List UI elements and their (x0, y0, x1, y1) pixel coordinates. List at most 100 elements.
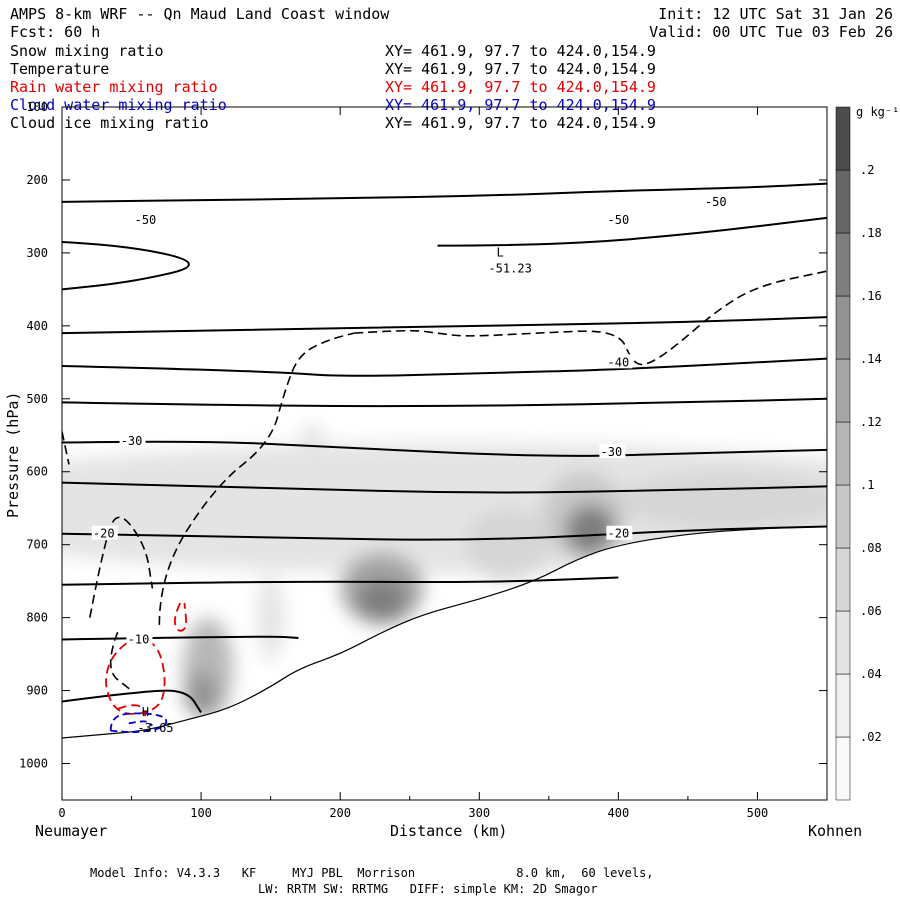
snow-shade-blob (256, 573, 285, 662)
field-xy: XY= 461.9, 97.7 to 424.0,154.9 (385, 96, 656, 114)
y-tick-label: 400 (26, 319, 48, 333)
isotherm-line (62, 397, 827, 408)
forecast-hour: Fcst: 60 h (10, 23, 100, 41)
rain-water-contour (173, 602, 187, 632)
extremum-value: -51.23 (488, 262, 531, 276)
isotherm-line (62, 316, 827, 335)
y-tick-label: 1000 (19, 757, 48, 771)
model-info-line1: Model Info: V4.3.3 KF MYJ PBL Morrison 8… (90, 866, 654, 880)
model-info-line2: LW: RRTM SW: RRTMG DIFF: simple KM: 2D S… (258, 882, 598, 896)
colorbar-swatch (835, 547, 851, 612)
field-name: Rain water mixing ratio (10, 78, 218, 96)
x-tick-label: 300 (468, 806, 490, 820)
isotherm-line (62, 689, 202, 713)
colorbar-unit: g kg⁻¹ (856, 105, 899, 119)
snow-shade-blob (295, 424, 330, 490)
y-tick-label: 500 (26, 392, 48, 406)
y-tick-label: 300 (26, 246, 48, 260)
x-axis-label: Distance (km) (390, 822, 507, 840)
field-name: Temperature (10, 60, 109, 78)
colorbar-swatch (835, 232, 851, 297)
y-tick-label: 100 (26, 100, 48, 114)
contour-label: -30 (121, 434, 143, 448)
colorbar-swatch (835, 106, 851, 171)
contour-label: -10 (128, 633, 150, 647)
y-tick-label: 200 (26, 173, 48, 187)
field-xy: XY= 461.9, 97.7 to 424.0,154.9 (385, 60, 656, 78)
field-xy: XY= 461.9, 97.7 to 424.0,154.9 (385, 114, 656, 132)
snow-shade-blob (184, 672, 218, 717)
x-tick-label: 200 (329, 806, 351, 820)
extremum-value: -3.65 (137, 721, 173, 735)
contour-label-bg (606, 212, 633, 227)
contour-label: -30 (601, 445, 623, 459)
contour-label: -20 (608, 527, 630, 541)
snow-shade-blob (356, 578, 407, 620)
cloud-ice-contour (62, 431, 70, 465)
y-tick-label: 900 (26, 684, 48, 698)
snow-shade-blob (618, 471, 827, 531)
x-tick-label: 500 (747, 806, 769, 820)
contour-label-bg (599, 444, 626, 459)
isotherm-line (62, 525, 827, 541)
isotherm-line (62, 576, 619, 586)
contour-label-bg (126, 631, 153, 646)
colorbar-swatch (835, 610, 851, 675)
cloud-ice-contour (158, 332, 355, 625)
contour-label-bg (91, 525, 118, 540)
field-xy: XY= 461.9, 97.7 to 424.0,154.9 (385, 42, 656, 60)
contour-label: -50 (608, 213, 630, 227)
colorbar-tick-label: .18 (860, 226, 882, 240)
contour-label: -40 (608, 355, 630, 369)
cloud-water-contour (128, 720, 153, 727)
isotherm-line (62, 635, 299, 641)
colorbar-swatch (835, 169, 851, 234)
chart-header: AMPS 8-km WRF -- Qn Maud Land Coast wind… (10, 5, 893, 41)
right-station-label: Kohnen (808, 822, 862, 840)
contour-label-bg (119, 433, 146, 448)
snow-mixing-ratio-shading (62, 424, 827, 720)
cloud-water-contour (109, 712, 168, 733)
below-ground-mask (62, 526, 827, 800)
contour-label-bg (703, 193, 730, 208)
y-tick-label: 800 (26, 611, 48, 625)
isotherm-line (62, 182, 827, 203)
axes: 0 100 200 300 400 500 100 200 300 400 500 600 700 800… (19, 100, 827, 820)
cloud-ice-contour (109, 631, 133, 692)
contour-label-bg (133, 212, 160, 227)
contour-label: -50 (135, 213, 157, 227)
cloud-ice-contour (354, 270, 827, 366)
colorbar-tick-label: .16 (860, 289, 882, 303)
isotherm-line (62, 481, 827, 494)
colorbar-tick-label: .14 (860, 352, 882, 366)
isotherm-line (62, 240, 190, 291)
snow-shade-blob (565, 504, 616, 556)
colorbar-tick-label: .12 (860, 415, 882, 429)
colorbar-swatch (835, 484, 851, 549)
x-tick-label: 0 (58, 806, 65, 820)
colorbar-tick-label: .04 (860, 667, 882, 681)
colorbar-swatch (835, 673, 851, 738)
cloud-ice-contour (89, 516, 154, 618)
colorbar-tick-label: .06 (860, 604, 882, 618)
contour-label-bg (606, 354, 633, 369)
rain-water-contour (117, 704, 147, 717)
contour-label: -50 (705, 195, 727, 209)
y-tick-label: 700 (26, 538, 48, 552)
colorbar-swatch (835, 358, 851, 423)
field-xy: XY= 461.9, 97.7 to 424.0,154.9 (385, 78, 656, 96)
plot-frame (61, 106, 828, 801)
valid-time: Valid: 00 UTC Tue 03 Feb 26 (649, 23, 893, 41)
colorbar-tick-label: .2 (860, 163, 874, 177)
plot-content: -50 -50 -50 -40 -30 -30 -20 -20 -10 L -51.23 H -3.65 (62, 182, 827, 800)
colorbar-tick-label: .08 (860, 541, 882, 555)
x-tick-label: 400 (608, 806, 630, 820)
colorbar-tick-label: .02 (860, 730, 882, 744)
contour-label-bg (606, 525, 633, 540)
field-legend: Snow mixing ratio XY= 461.9, 97.7 to 424.… (10, 42, 656, 132)
x-tick-label: 100 (190, 806, 212, 820)
y-tick-label: 600 (26, 465, 48, 479)
rain-water-contour (105, 635, 166, 715)
chart-title: AMPS 8-km WRF -- Qn Maud Land Coast wind… (10, 5, 390, 23)
